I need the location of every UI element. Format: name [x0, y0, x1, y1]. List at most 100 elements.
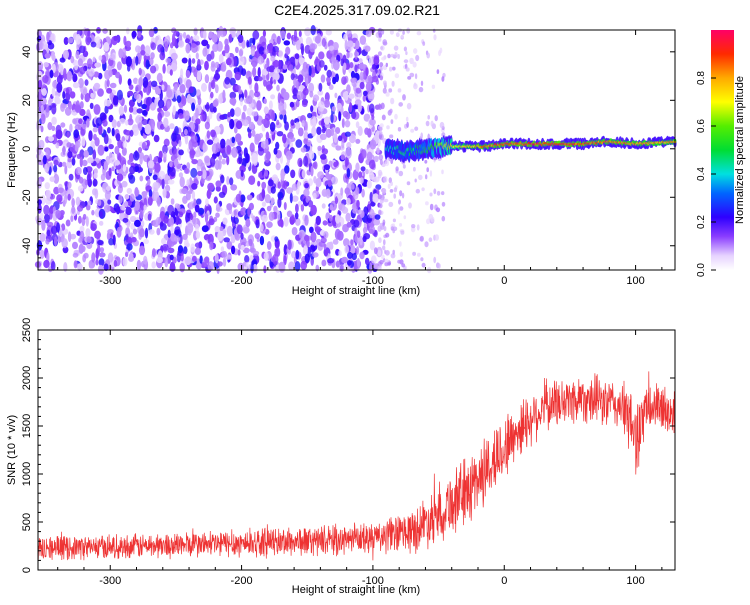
spectrogram-cell — [439, 121, 445, 129]
spectrogram-cell — [390, 97, 395, 105]
spectrogram-cell — [196, 198, 202, 205]
spectrogram-cell — [47, 122, 53, 131]
spectrogram-cell — [157, 99, 165, 109]
spectrogram-cell — [144, 45, 151, 57]
spectrogram-cell — [171, 33, 176, 45]
colorbar-label: Normalized spectral amplitude — [734, 76, 746, 224]
spectrogram-cell — [163, 151, 167, 161]
colorbar: 0.0 0.2 0.4 0.6 0.8 Normalized spectral ampl… — [696, 30, 746, 277]
spectrogram-cell — [198, 207, 205, 215]
spectrogram-cell — [135, 84, 142, 92]
spectrogram-cell — [173, 236, 181, 242]
spectrogram-cell — [425, 201, 429, 206]
spectrogram-cell — [87, 58, 93, 68]
spectrogram-cell — [178, 211, 184, 218]
spectrogram-cell — [287, 239, 292, 251]
spectrogram-cell — [356, 257, 360, 268]
spectrogram-cell — [147, 213, 152, 221]
spectrogram-cell — [144, 123, 151, 135]
spectrogram-x-axis-label: Height of straight line (km) — [292, 285, 420, 297]
spectrogram-cell — [65, 219, 71, 227]
spectrogram-cell — [116, 226, 122, 238]
spectrogram-cell — [92, 149, 97, 160]
spectrogram-cell — [55, 129, 63, 140]
spectrogram-cell — [304, 44, 311, 54]
spectrogram-cell — [277, 181, 282, 189]
spectrogram-cell — [288, 64, 294, 72]
spectrogram-cell — [391, 80, 395, 87]
spectrogram-cell — [108, 238, 114, 246]
spectrogram-cell — [329, 214, 333, 222]
spectrogram-cell — [390, 158, 394, 164]
spectrogram-cell — [347, 251, 353, 259]
spectrogram-cell — [56, 222, 60, 233]
spectrogram-cell — [193, 198, 197, 207]
figure-title: C2E4.2025.317.09.02.R21 — [274, 2, 440, 18]
spectrogram-cell — [158, 170, 166, 180]
spectrogram-cell — [56, 74, 63, 85]
spectrogram-cell — [278, 261, 286, 272]
spectrogram-cell — [39, 212, 44, 219]
spectrogram-cell — [330, 128, 335, 137]
spectrogram-cell — [169, 261, 176, 271]
spectrogram-cell — [326, 76, 331, 83]
spectrogram-cell — [104, 146, 109, 152]
spectrogram-cell — [111, 119, 117, 128]
spectrogram-cell — [369, 225, 376, 234]
spectrogram-cell — [433, 34, 437, 41]
spectrogram-cell — [154, 163, 161, 173]
spectrogram-cell — [341, 118, 345, 128]
spectrogram-cell — [295, 217, 301, 226]
spectrogram-cell — [218, 93, 224, 104]
spectrogram-cell — [359, 35, 367, 45]
spectrogram-cell — [126, 187, 132, 195]
spectrogram-cell — [47, 42, 55, 50]
spectrogram-cell — [129, 215, 137, 223]
spectrogram-cell — [348, 93, 355, 99]
spectrogram-cell — [146, 85, 151, 96]
spectrogram-cell — [341, 76, 347, 85]
spectrogram-cell — [265, 138, 269, 150]
spectrogram-cell — [383, 226, 387, 232]
spectrogram-cell — [51, 87, 56, 97]
spectrogram-cell — [296, 91, 304, 101]
spectrogram-cell — [355, 40, 360, 50]
spectrogram-cell — [261, 181, 267, 190]
spectrogram-cell — [359, 71, 364, 81]
spectrogram-cell — [397, 54, 400, 59]
spectrogram-cell — [169, 216, 175, 227]
spectrogram-cell — [263, 48, 269, 55]
spectrogram-cell — [97, 144, 105, 156]
spectrogram-cell — [393, 45, 399, 51]
spectrogram-cell — [156, 196, 161, 207]
spectrogram-cell — [419, 235, 424, 242]
spectrogram-cell — [344, 245, 350, 254]
spectrogram-cell — [51, 125, 56, 131]
spectrogram-cell — [131, 236, 137, 243]
spectrogram-cell — [421, 262, 426, 268]
spectrogram-cell — [128, 253, 134, 259]
spectrogram-cell — [303, 138, 308, 145]
spectrogram-cell — [190, 134, 198, 144]
spectrogram-cell — [267, 179, 274, 187]
spectrogram-cell — [176, 203, 181, 212]
spectrogram-cell — [214, 253, 219, 264]
spectrogram-cell — [368, 56, 373, 66]
spectrogram-cell — [431, 84, 436, 90]
spectrogram-cell — [185, 212, 191, 224]
spectrogram-cell — [214, 84, 219, 94]
spectrogram-cell — [206, 189, 211, 200]
spectrogram-cell — [290, 119, 295, 126]
spectrogram-cell — [118, 48, 124, 59]
spectrogram-cell — [161, 178, 165, 190]
spectrogram-cell — [297, 181, 301, 189]
spectrogram-cell — [309, 43, 316, 53]
spectrogram-cell — [403, 46, 407, 52]
spectrogram-cell — [422, 41, 426, 46]
spectrogram-cell — [272, 59, 280, 68]
spectrogram-cell — [270, 197, 275, 205]
spectrogram-cell — [283, 40, 291, 46]
spectrogram-cell — [202, 169, 207, 180]
